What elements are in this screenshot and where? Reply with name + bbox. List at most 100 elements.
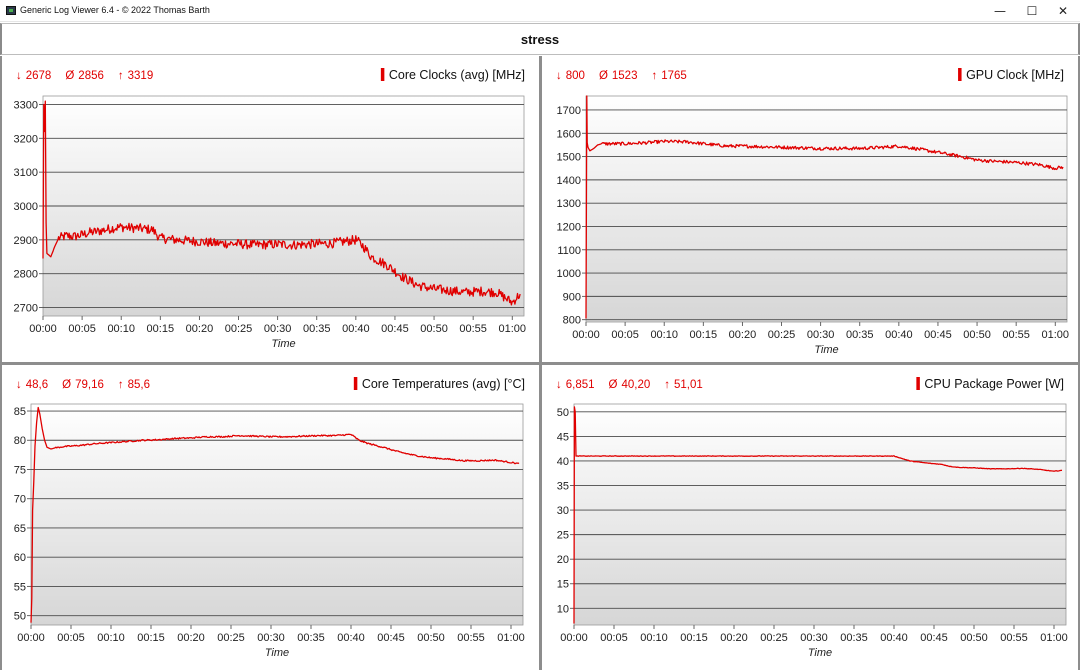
xtick-label: 00:00 — [17, 632, 45, 644]
xtick-label: 00:50 — [960, 632, 988, 644]
ytick-label: 2800 — [14, 269, 38, 281]
xtick-label: 00:50 — [420, 323, 448, 335]
header-bar: stress — [0, 23, 1080, 55]
xtick-label: 00:00 — [560, 632, 588, 644]
stat-min-symbol: ↓ — [556, 70, 562, 82]
xtick-label: 00:20 — [186, 323, 214, 335]
xtick-label: 00:30 — [800, 632, 828, 644]
stats-readout: ↓ 48,6 Ø 79,16 ↑ 85,6 — [16, 379, 150, 391]
window-title: Generic Log Viewer 6.4 - © 2022 Thomas B… — [20, 5, 210, 15]
stat-avg-symbol: Ø — [62, 379, 71, 391]
minimize-icon[interactable]: — — [994, 4, 1006, 18]
stat-max-symbol: ↑ — [664, 379, 670, 391]
stat-min-symbol: ↓ — [16, 70, 22, 82]
ytick-label: 1200 — [557, 221, 581, 233]
ytick-label: 85 — [14, 406, 26, 418]
xtick-label: 01:00 — [1040, 632, 1068, 644]
title-bar: Generic Log Viewer 6.4 - © 2022 Thomas B… — [0, 0, 1080, 22]
xtick-label: 00:55 — [459, 323, 487, 335]
chart-panel-1: ↓ 800 Ø 1523 ↑ 1765 GPU Clock [MHz] 800 900 1000 1… — [556, 68, 1069, 356]
app-icon — [6, 6, 16, 15]
stat-avg: 2856 — [78, 70, 104, 82]
ytick-label: 55 — [14, 581, 26, 593]
x-axis-label: Time — [808, 647, 832, 659]
stat-avg-symbol: Ø — [599, 70, 608, 82]
xtick-label: 00:00 — [572, 329, 600, 341]
ytick-label: 15 — [557, 579, 569, 591]
ytick-label: 3100 — [14, 167, 38, 179]
xtick-label: 00:15 — [137, 632, 165, 644]
ytick-label: 3300 — [14, 99, 38, 111]
xtick-label: 00:40 — [337, 632, 365, 644]
maximize-icon[interactable]: ☐ — [1026, 4, 1038, 18]
ytick-label: 2900 — [14, 235, 38, 247]
legend-marker — [353, 377, 358, 390]
series-line — [30, 406, 520, 623]
stat-min: 2678 — [26, 70, 52, 82]
xtick-label: 00:35 — [840, 632, 868, 644]
stat-min-symbol: ↓ — [556, 379, 562, 391]
stat-avg-symbol: Ø — [609, 379, 618, 391]
stat-max: 1765 — [661, 70, 687, 82]
chart-title: Core Clocks (avg) [MHz] — [389, 68, 525, 82]
plot-area — [30, 403, 524, 626]
xtick-label: 01:00 — [499, 323, 527, 335]
series-line — [42, 100, 521, 306]
ytick-label: 1000 — [557, 268, 581, 280]
ytick-label: 45 — [557, 431, 569, 443]
ytick-label: 50 — [14, 611, 26, 623]
xtick-label: 00:25 — [768, 329, 796, 341]
ytick-label: 20 — [557, 554, 569, 566]
ytick-label: 40 — [557, 456, 569, 468]
xtick-label: 00:20 — [720, 632, 748, 644]
xtick-label: 00:45 — [377, 632, 405, 644]
xtick-label: 00:30 — [807, 329, 835, 341]
ytick-label: 30 — [557, 505, 569, 517]
xtick-label: 00:15 — [690, 329, 718, 341]
xtick-label: 01:00 — [1042, 329, 1070, 341]
xtick-label: 00:05 — [600, 632, 628, 644]
xtick-label: 00:05 — [57, 632, 85, 644]
xtick-label: 00:35 — [297, 632, 325, 644]
stat-max: 3319 — [128, 70, 154, 82]
ytick-label: 80 — [14, 435, 26, 447]
x-axis-label: Time — [265, 647, 289, 659]
xtick-label: 00:40 — [880, 632, 908, 644]
horizontal-divider — [0, 362, 1080, 365]
x-axis-label: Time — [814, 344, 838, 356]
ytick-label: 1600 — [557, 128, 581, 140]
ytick-label: 1500 — [557, 152, 581, 164]
ytick-label: 35 — [557, 481, 569, 493]
close-icon[interactable]: ✕ — [1057, 4, 1069, 18]
stat-min: 6,851 — [566, 379, 595, 391]
xtick-label: 00:05 — [611, 329, 639, 341]
xtick-label: 00:10 — [640, 632, 668, 644]
plot-area — [573, 403, 1067, 626]
xtick-label: 00:50 — [417, 632, 445, 644]
legend-marker — [380, 68, 385, 81]
ytick-label: 10 — [557, 603, 569, 615]
xtick-label: 00:45 — [924, 329, 952, 341]
xtick-label: 00:40 — [885, 329, 913, 341]
xtick-label: 00:20 — [177, 632, 205, 644]
ytick-label: 900 — [563, 291, 581, 303]
xtick-label: 00:55 — [457, 632, 485, 644]
ytick-label: 65 — [14, 523, 26, 535]
xtick-label: 00:15 — [147, 323, 175, 335]
ytick-label: 60 — [14, 552, 26, 564]
stats-readout: ↓ 800 Ø 1523 ↑ 1765 — [556, 70, 687, 82]
xtick-label: 00:55 — [1002, 329, 1030, 341]
xtick-label: 00:30 — [257, 632, 285, 644]
legend-marker — [958, 68, 962, 81]
xtick-label: 00:00 — [29, 323, 57, 335]
xtick-label: 00:30 — [264, 323, 292, 335]
stat-max-symbol: ↑ — [651, 70, 657, 82]
xtick-label: 00:25 — [760, 632, 788, 644]
ytick-label: 3000 — [14, 201, 38, 213]
xtick-label: 00:35 — [303, 323, 331, 335]
series-line — [585, 95, 1064, 319]
series-line — [573, 406, 1063, 624]
xtick-label: 00:35 — [846, 329, 874, 341]
ytick-label: 75 — [14, 464, 26, 476]
x-axis-label: Time — [271, 338, 295, 350]
